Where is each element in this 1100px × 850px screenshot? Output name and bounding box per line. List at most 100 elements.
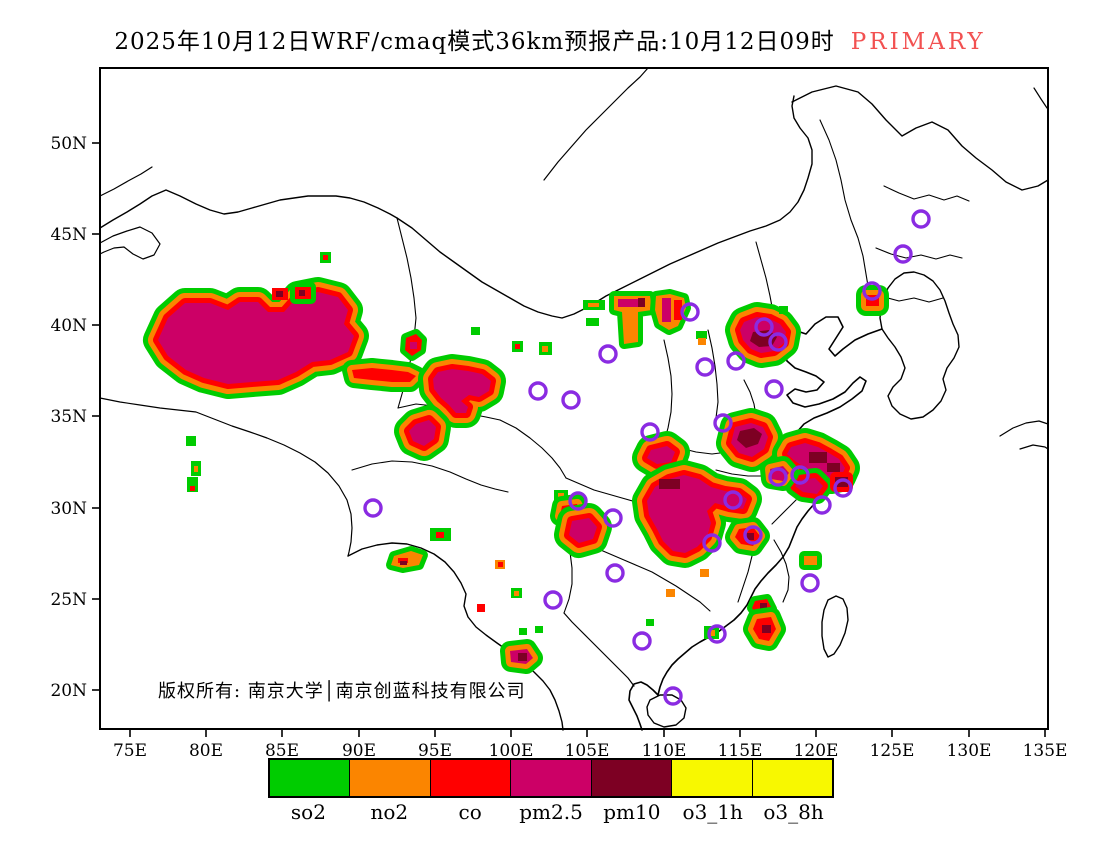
pollutant-blob-dot-513 [512, 341, 523, 352]
city-marker [680, 302, 700, 322]
legend-swatch-no2 [349, 760, 430, 796]
pollutant-blob-qinghai-main [418, 354, 506, 428]
city-marker [790, 465, 810, 485]
co-overlay [398, 558, 408, 563]
pollutant-blob-fujian-coastal-b [743, 607, 786, 651]
page-title: 2025年10月12日WRF/cmaq模式36km预报产品:10月12日09时 P… [0, 22, 1100, 56]
pollutant-blob-xinjiang-spot-2 [290, 282, 316, 304]
pollutant-blob-dot-588 [586, 318, 599, 326]
pollutant-blob-sw-dot-a [495, 560, 505, 569]
pollutant-blob-tibet-chain [386, 546, 428, 573]
no2-overlay [708, 630, 715, 636]
city-marker [568, 491, 588, 511]
pollutant-blob-tarim-arm [342, 358, 426, 392]
x-tick-label: 105E [565, 741, 610, 761]
map-frame [99, 67, 1049, 730]
city-marker [726, 351, 746, 371]
title-highlight: PRIMARY [850, 29, 986, 55]
pm10-overlay [745, 533, 754, 540]
pollutant-blob-hohhot-dot [696, 331, 707, 345]
no2-core [700, 569, 709, 577]
pollutant-blob-green-bar-west [583, 300, 605, 310]
so2-core [471, 327, 480, 335]
pm25-overlay [662, 298, 671, 322]
city-marker [713, 413, 733, 433]
songhua-border [883, 185, 970, 202]
pm10-overlay [659, 479, 680, 489]
legend-label-pm10: pm10 [603, 800, 661, 824]
pollutant-blob-central-top-blob [632, 431, 690, 479]
no2-overlay [542, 346, 548, 352]
so2-core [535, 626, 543, 633]
city-marker [862, 281, 882, 301]
pm25-core [647, 475, 747, 553]
kyrgyz-hook [99, 226, 161, 260]
city-marker [561, 390, 581, 410]
legend-swatch-o3_8h [751, 760, 832, 796]
kazakh-border [99, 189, 398, 229]
pollutant-blob-hotan-dot-3 [187, 477, 198, 492]
pm25-core [647, 446, 675, 464]
pollutant-blob-xinjiang-spot-1 [272, 288, 288, 300]
kazakh-border-2 [99, 166, 153, 197]
russia-mongolia-border [543, 67, 649, 181]
city-markers [363, 209, 931, 706]
y-tick-label: 45N [50, 225, 87, 245]
copyright-text: 版权所有: 南京大学│南京创蓝科技有限公司 [158, 681, 526, 702]
legend-label-o3_1h: o3_1h [682, 800, 743, 824]
pollutant-blob-sw-green-2 [535, 626, 543, 633]
no2-overlay [588, 303, 599, 307]
city-marker [833, 478, 853, 498]
co-overlay [498, 562, 503, 567]
x-tick-label: 85E [265, 741, 299, 761]
pollutant-blob-chengdu-a [554, 490, 568, 501]
korea-outline [879, 271, 960, 420]
city-marker [543, 590, 563, 610]
pollutant-blob-urumqi-cell [320, 252, 331, 263]
x-tick-label: 75E [113, 741, 147, 761]
pollutant-blob-tibet-east-blob [430, 528, 451, 541]
gansu-sichuan-border [499, 419, 567, 479]
japan-arc-1 [999, 420, 1049, 437]
pollutant-blob-tarim-basin [143, 277, 369, 399]
japan-arc-2 [1019, 444, 1049, 450]
pm25-core [569, 518, 597, 543]
pollutant-blob-dot-540 [539, 342, 552, 355]
city-marker [754, 317, 774, 337]
pollutant-blob-central-main-blob [632, 460, 762, 568]
city-marker [723, 490, 743, 510]
so2-core [646, 619, 654, 626]
x-tick-label: 135E [1023, 741, 1068, 761]
pollutant-blob-qinghai-south [394, 405, 451, 461]
legend-label-co: co [458, 800, 482, 824]
title-text: 2025年10月12日WRF/cmaq模式36km预报产品:10月12日09时 [114, 29, 835, 55]
city-marker [743, 525, 763, 545]
hebei-north-border [755, 241, 774, 313]
pm25-core [433, 369, 491, 413]
legend-swatch-pm2.5 [510, 760, 591, 796]
city-marker [603, 508, 623, 528]
no2-core [666, 589, 675, 597]
city-marker [695, 357, 715, 377]
city-marker [707, 624, 727, 644]
city-marker [605, 563, 625, 583]
no2-overlay [558, 493, 564, 498]
legend-swatch-co [429, 760, 511, 796]
fujian-jiangxi-border [773, 539, 790, 603]
shaanxi-shanxi-border [663, 339, 673, 443]
pollutant-blob-ningxia-t-blob [609, 291, 657, 349]
pollutant-blob-sw-dot-b [511, 588, 522, 598]
pm10-overlay [299, 290, 305, 296]
no2-core [804, 556, 817, 565]
x-tick-label: 90E [342, 741, 376, 761]
x-tick-label: 95E [418, 741, 452, 761]
city-marker [640, 422, 660, 442]
city-marker [598, 344, 618, 364]
x-tick-label: 100E [489, 741, 534, 761]
co-overlay [190, 486, 195, 491]
pm10-overlay [737, 428, 762, 448]
no2-overlay [698, 338, 706, 345]
x-tick-label: 80E [189, 741, 223, 761]
so2-core [187, 477, 198, 492]
